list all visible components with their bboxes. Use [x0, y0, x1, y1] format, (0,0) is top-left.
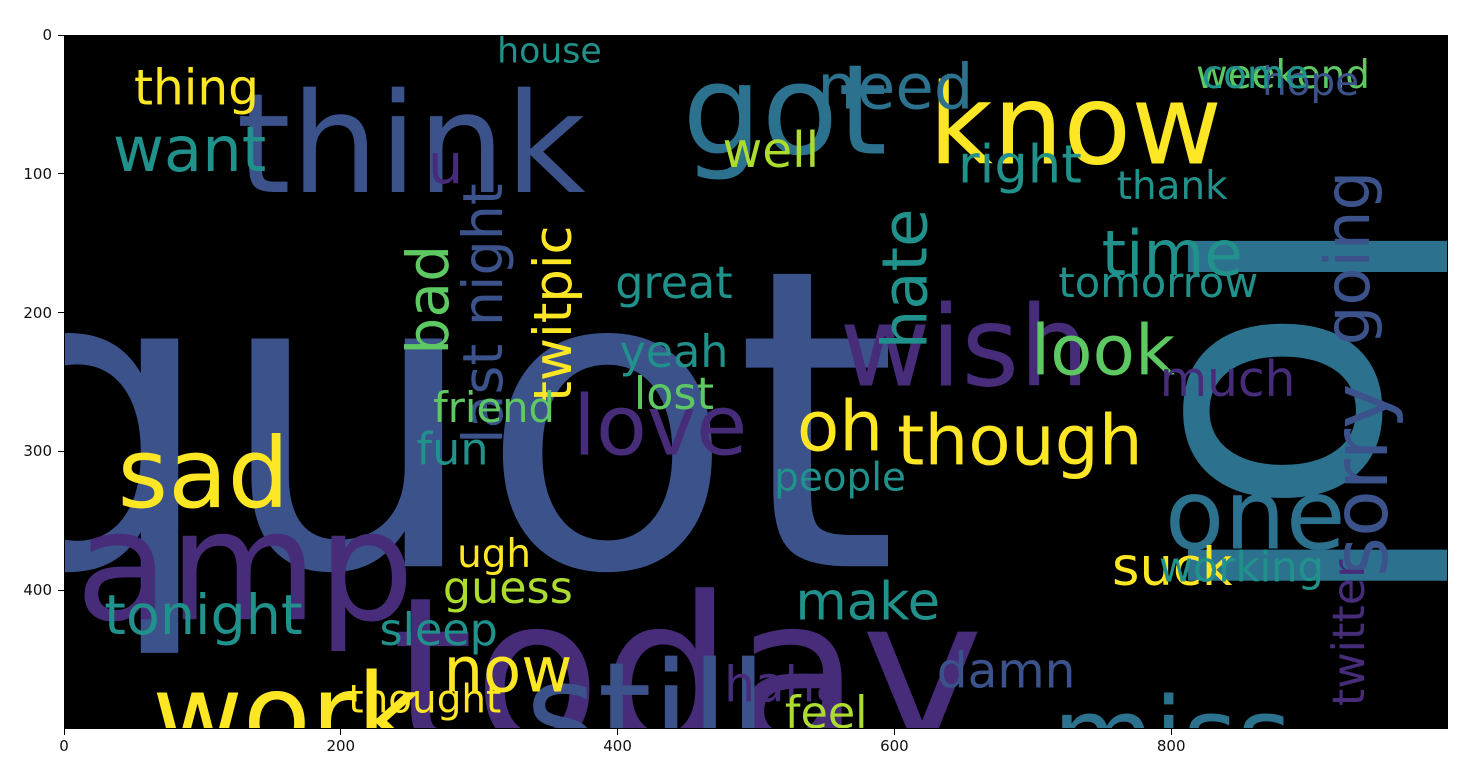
- x-tick-label: 600: [880, 737, 909, 755]
- y-tick-label: 200: [23, 303, 52, 322]
- word-look: look: [1031, 311, 1175, 391]
- word-great: great: [615, 258, 732, 309]
- word-yeah: yeah: [619, 327, 728, 378]
- word-sorry: sorry: [1317, 384, 1406, 577]
- word-come: come: [1202, 53, 1309, 98]
- word-friend: friend: [433, 383, 555, 432]
- word-much: much: [1160, 352, 1296, 408]
- y-tick-mark: [58, 312, 64, 314]
- word-suck: suck: [1112, 537, 1233, 598]
- y-tick-mark: [58, 589, 64, 591]
- word-well: well: [723, 123, 820, 179]
- word-right: right: [958, 135, 1082, 196]
- x-tick-mark: [63, 729, 65, 735]
- x-tick-label: 0: [59, 737, 69, 755]
- word-weekend: weekend: [1196, 53, 1370, 98]
- y-tick-label: 100: [23, 164, 52, 183]
- word-though: though: [897, 401, 1143, 481]
- word-know: know: [929, 61, 1222, 190]
- x-tick-label: 800: [1156, 737, 1186, 755]
- word-want: want: [113, 113, 266, 186]
- word-hope: hope: [1262, 60, 1359, 105]
- word-need: need: [817, 51, 973, 124]
- word-u: u: [428, 132, 463, 197]
- y-tick-mark: [58, 34, 64, 36]
- x-tick-mark: [617, 729, 619, 735]
- x-tick-mark: [1170, 729, 1172, 735]
- word-time: time: [1102, 217, 1243, 290]
- word-tomorrow: tomorrow: [1058, 258, 1258, 307]
- y-tick-label: 0: [42, 26, 52, 44]
- x-tick-label: 200: [326, 737, 356, 755]
- word-people: people: [774, 456, 906, 501]
- word-sleep: sleep: [380, 605, 498, 656]
- word-feel: feel: [785, 688, 868, 729]
- word-fun: fun: [417, 424, 489, 475]
- word-still: still: [525, 632, 767, 729]
- x-tick-mark: [893, 729, 895, 735]
- word-make: make: [795, 572, 940, 633]
- word-working: working: [1159, 542, 1324, 591]
- word-haha: haha: [724, 657, 845, 713]
- word-one: one: [1165, 459, 1346, 572]
- word-now: now: [443, 634, 572, 707]
- word-hate: hate: [868, 209, 941, 350]
- x-tick-label: 400: [603, 737, 632, 755]
- word-amp: amp: [75, 478, 414, 656]
- word-miss: miss: [1053, 675, 1292, 729]
- word-guess: guess: [443, 563, 573, 614]
- word-lost: lost: [634, 369, 714, 420]
- word-house: house: [497, 36, 602, 72]
- y-tick-mark: [58, 450, 64, 452]
- word-thank: thank: [1117, 164, 1228, 209]
- word-thought: thought: [348, 678, 501, 723]
- word-tonight: tonight: [104, 583, 303, 648]
- word-quot: quot: [65, 180, 898, 665]
- x-tick-mark: [340, 729, 342, 735]
- word-lol: lol: [1106, 208, 1448, 613]
- word-thing: thing: [134, 61, 259, 117]
- word-love: love: [573, 378, 748, 475]
- word-bad: bad: [394, 245, 462, 355]
- y-tick-mark: [58, 173, 64, 175]
- word-wish: wish: [840, 284, 1090, 413]
- word-going: going: [1311, 171, 1384, 345]
- word-today: today: [392, 553, 984, 729]
- word-last-night: last night: [451, 183, 516, 444]
- word-twitpic: twitpic: [523, 225, 584, 401]
- word-sad: sad: [117, 417, 289, 530]
- y-tick-label: 300: [23, 442, 52, 461]
- word-twitter: twitter: [1324, 559, 1375, 706]
- word-work: work: [152, 651, 421, 729]
- y-tick-label: 400: [23, 581, 52, 600]
- word-got: got: [682, 38, 887, 183]
- word-think: think: [236, 63, 585, 225]
- word-ugh: ugh: [457, 532, 531, 577]
- word-oh: oh: [797, 388, 883, 468]
- word-damn: damn: [937, 643, 1076, 699]
